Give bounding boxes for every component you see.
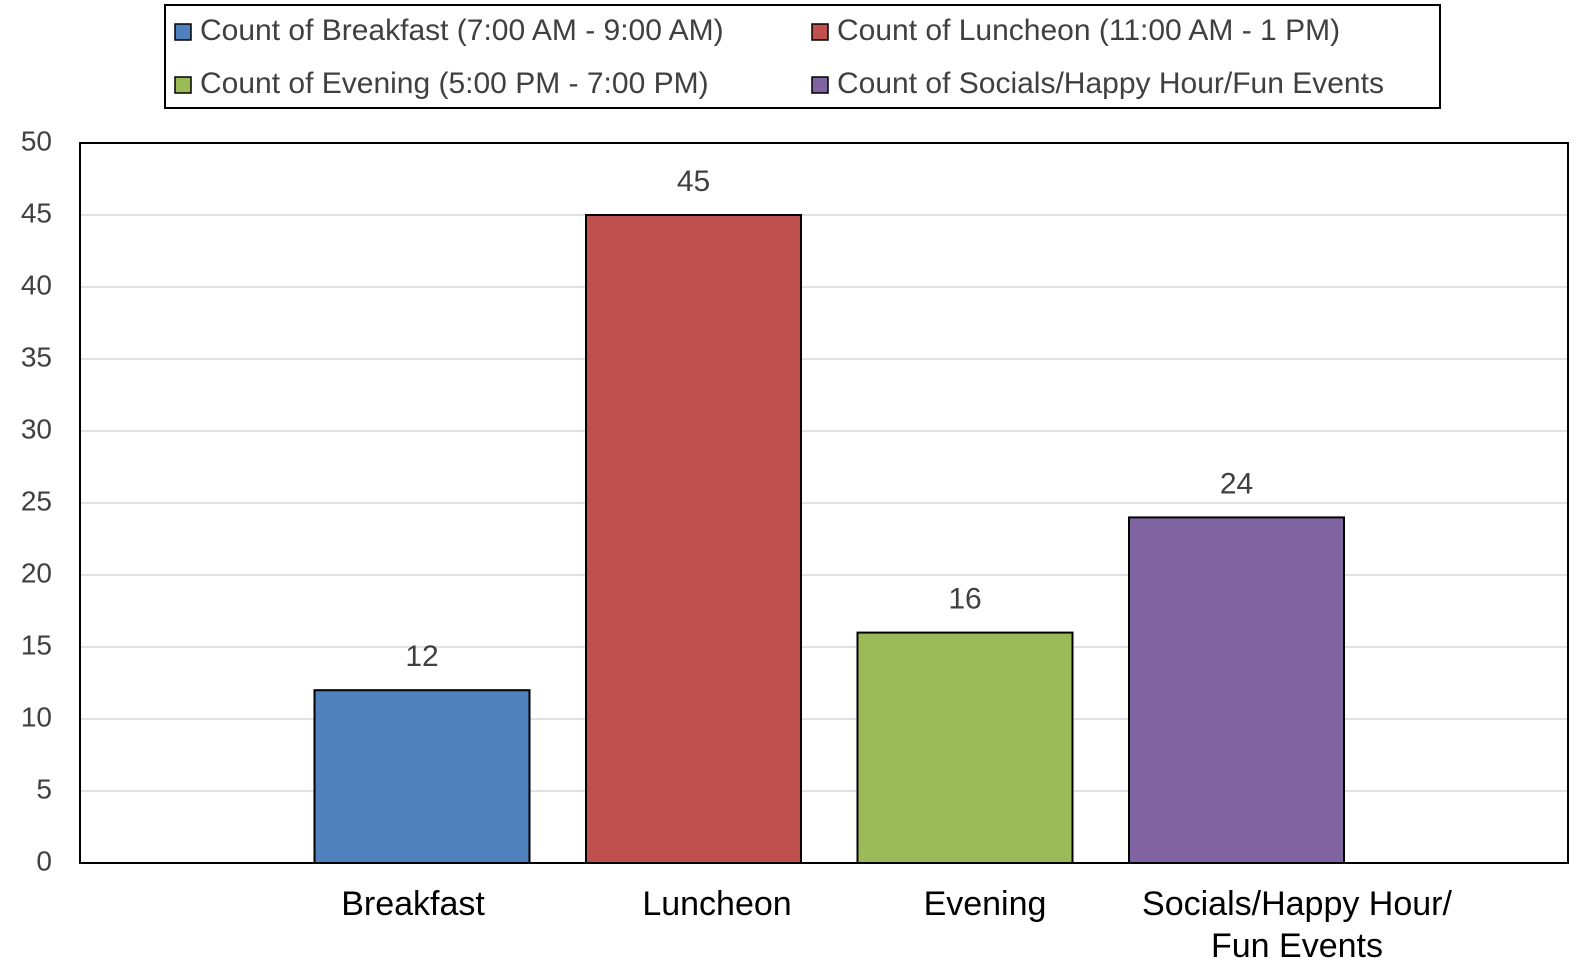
x-tick-label: Breakfast: [341, 885, 485, 923]
data-label: 12: [405, 640, 438, 673]
bar: [1128, 516, 1345, 865]
legend-swatch: [174, 76, 192, 94]
x-tick-label: Socials/Happy Hour/Fun Events: [1142, 885, 1452, 965]
x-tick-label: Luncheon: [642, 885, 791, 923]
y-tick-label: 50: [21, 125, 52, 156]
y-tick-label: 40: [21, 269, 52, 300]
y-tick-label: 25: [21, 485, 52, 516]
y-tick-label: 5: [36, 773, 52, 804]
data-label: 45: [677, 165, 710, 198]
legend-swatch: [174, 23, 192, 41]
data-label: 16: [948, 583, 981, 616]
bar: [313, 689, 531, 865]
data-label: 24: [1220, 467, 1253, 500]
legend-swatch: [811, 23, 829, 41]
plot-frame: [79, 142, 1569, 864]
y-tick-label: 10: [21, 701, 52, 732]
bar: [856, 631, 1074, 864]
x-tick-label: Evening: [924, 885, 1047, 923]
bar: [585, 214, 802, 864]
y-tick-label: 0: [36, 845, 52, 876]
legend-box: [164, 4, 1441, 109]
y-tick-label: 35: [21, 341, 52, 372]
legend-label: Count of Socials/Happy Hour/Fun Events: [837, 67, 1384, 100]
y-tick-label: 20: [21, 557, 52, 588]
legend-label: Count of Evening (5:00 PM - 7:00 PM): [200, 67, 709, 100]
y-tick-label: 15: [21, 629, 52, 660]
legend-label: Count of Luncheon (11:00 AM - 1 PM): [837, 14, 1340, 47]
legend-swatch: [811, 76, 829, 94]
legend-label: Count of Breakfast (7:00 AM - 9:00 AM): [200, 14, 724, 47]
y-tick-label: 30: [21, 413, 52, 444]
y-tick-label: 45: [21, 197, 52, 228]
